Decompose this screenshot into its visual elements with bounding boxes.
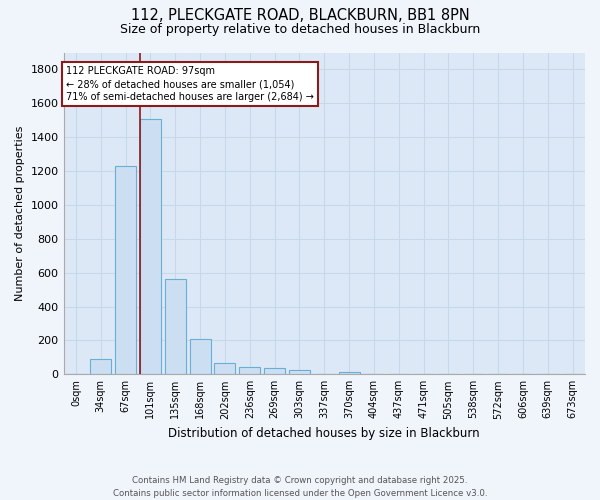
Y-axis label: Number of detached properties: Number of detached properties [15, 126, 25, 301]
Bar [289, 370, 310, 374]
Bar [165, 280, 186, 374]
Bar [214, 364, 235, 374]
Bar [140, 118, 161, 374]
Bar [190, 338, 211, 374]
Text: 112 PLECKGATE ROAD: 97sqm
← 28% of detached houses are smaller (1,054)
71% of se: 112 PLECKGATE ROAD: 97sqm ← 28% of detac… [66, 66, 314, 102]
X-axis label: Distribution of detached houses by size in Blackburn: Distribution of detached houses by size … [169, 427, 480, 440]
Text: 112, PLECKGATE ROAD, BLACKBURN, BB1 8PN: 112, PLECKGATE ROAD, BLACKBURN, BB1 8PN [131, 8, 469, 22]
Text: Size of property relative to detached houses in Blackburn: Size of property relative to detached ho… [120, 22, 480, 36]
Text: Contains HM Land Registry data © Crown copyright and database right 2025.
Contai: Contains HM Land Registry data © Crown c… [113, 476, 487, 498]
Bar [338, 372, 359, 374]
Bar [239, 366, 260, 374]
Bar [90, 359, 112, 374]
Bar [264, 368, 285, 374]
Bar [115, 166, 136, 374]
